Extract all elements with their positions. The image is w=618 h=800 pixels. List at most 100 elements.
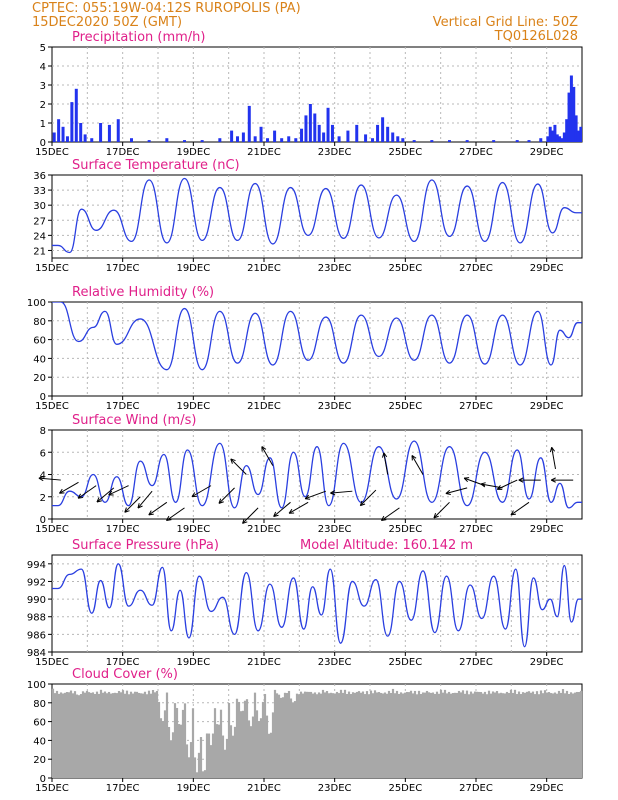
cloud-bar (555, 693, 559, 778)
cloud-bar (147, 690, 151, 778)
cloud-bar (277, 694, 281, 778)
cloud-bar (155, 691, 159, 778)
cloud-bar (371, 693, 375, 778)
cloud-bar (567, 693, 571, 778)
wind-arrow-shaft (124, 496, 141, 513)
wind-arrow (166, 507, 185, 521)
cloud-bar (177, 724, 181, 778)
precip-bar (396, 136, 400, 142)
x-tick-label: 27DEC (459, 657, 493, 668)
cloud-bar (541, 693, 545, 778)
wind-arrow-head (550, 477, 556, 481)
cloud-bar (533, 694, 537, 778)
cloud-bar (87, 692, 91, 778)
x-tick-label: 17DEC (106, 524, 140, 535)
cloud-bar (327, 693, 331, 778)
cloud-bar (539, 690, 543, 778)
y-tick-label: 1 (40, 119, 46, 130)
x-tick-label: 27DEC (459, 401, 493, 412)
panel-frame (51, 554, 583, 653)
y-tick-label: 21 (33, 246, 46, 257)
precip-bar (300, 128, 304, 142)
x-tick-label: 27DEC (459, 524, 493, 535)
cloud-bar (373, 690, 377, 778)
cloud-bar (325, 691, 329, 778)
y-tick-label: 988 (27, 613, 46, 624)
precip-bar (565, 119, 569, 142)
wind-arrow-shaft (304, 490, 327, 500)
x-tick-label: 17DEC (106, 263, 140, 274)
cloud-bar (419, 693, 423, 778)
precip-bar (576, 130, 580, 142)
cloud-bar (189, 742, 193, 778)
cloud-bar (59, 692, 63, 778)
wind-arrow-head (137, 505, 143, 509)
precip-bar (294, 138, 298, 142)
wind-arrow-head (261, 446, 267, 450)
precip-bar (165, 138, 169, 142)
cloud-bar (107, 691, 111, 778)
wind-arrow-shaft (411, 455, 424, 475)
cloud-bar (553, 692, 557, 778)
y-tick-label: 6 (40, 448, 46, 459)
wind-arrow (148, 501, 168, 516)
cloud-bar (501, 693, 505, 778)
precip-bar (130, 138, 133, 142)
y-tick-label: 100 (27, 298, 46, 309)
precip-bar (572, 86, 576, 142)
cloud-bar (123, 693, 127, 778)
cloud-bar (349, 694, 353, 778)
cloud-bar (249, 726, 253, 778)
wind-arrow-head (445, 493, 451, 495)
x-tick-label: 21DEC (247, 524, 281, 535)
cloud-bar (225, 738, 229, 778)
cloud-bar (243, 700, 247, 778)
y-tick-label: 5 (40, 43, 46, 54)
precip-bar (515, 140, 519, 142)
wind-arrow-head (96, 500, 102, 503)
cloud-bar (489, 693, 493, 778)
y-tick-label: 3 (40, 81, 46, 92)
cloud-bar (317, 692, 321, 778)
wind-arrow (38, 475, 61, 482)
cloud-bar (497, 693, 501, 778)
cloud-bar (281, 697, 285, 778)
cloud-bar (233, 726, 237, 778)
wind-arrow-head (59, 488, 63, 494)
wind-arrow (137, 490, 153, 509)
cloud-bar (75, 694, 79, 778)
x-tick-label: 21DEC (247, 783, 281, 794)
x-tick-label: 23DEC (318, 783, 352, 794)
cloud-bar (265, 715, 269, 778)
cloud-bar (477, 691, 481, 778)
x-tick-label: 21DEC (247, 657, 281, 668)
cloud-bar (289, 698, 293, 778)
precip-bar (412, 140, 416, 142)
cloud-bar (209, 745, 213, 778)
wind-arrow-head (445, 489, 451, 494)
cloud-bar (513, 689, 517, 778)
wind-arrow-head (96, 497, 100, 503)
y-tick-label: 33 (33, 186, 46, 197)
wind-arrow (549, 446, 556, 470)
cloud-bar (535, 691, 539, 778)
cloud-bar (341, 692, 345, 778)
cloud-bar (247, 720, 251, 778)
wind-arrow (359, 489, 377, 507)
x-tick-label: 19DEC (176, 657, 210, 668)
cloud-bar (547, 692, 551, 778)
cloud-bar (71, 693, 75, 778)
precip-bar (241, 132, 245, 142)
cloud-bar (329, 692, 333, 778)
cloud-bar (377, 692, 381, 778)
x-tick-label: 25DEC (388, 524, 422, 535)
y-tick-label: 8 (40, 426, 46, 437)
wind-arrow-head (166, 515, 170, 521)
wind-arrow-head (218, 498, 222, 504)
cloud-bar (141, 693, 145, 778)
y-tick-label: 2 (40, 493, 46, 504)
cloud-bar (219, 709, 223, 778)
cloud-bar (51, 688, 55, 778)
cloud-bar (431, 692, 435, 778)
wind-arrow-shaft (96, 487, 115, 503)
